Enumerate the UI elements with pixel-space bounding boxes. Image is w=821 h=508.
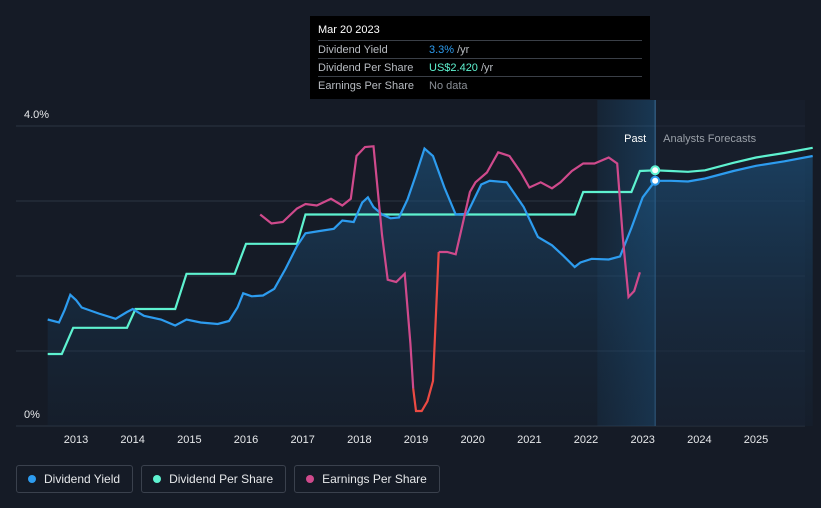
tooltip-unit: /yr: [457, 43, 470, 56]
legend: Dividend Yield Dividend Per Share Earnin…: [16, 465, 440, 493]
tooltip-value: No data: [429, 79, 468, 92]
tooltip-label: Dividend Yield: [318, 43, 388, 56]
legend-item-dividend-yield[interactable]: Dividend Yield: [16, 465, 134, 493]
legend-dot-icon: [153, 475, 162, 483]
tooltip-value: US$2.420: [429, 61, 478, 74]
x-tick-label: 2016: [234, 434, 258, 446]
tooltip-row-dividend-yield: Dividend Yield 3.3% /yr: [318, 40, 642, 58]
series-marker: [650, 175, 661, 186]
x-tick-label: 2014: [120, 434, 144, 446]
earnings-per-share-line: [438, 150, 641, 300]
earnings-per-share-line: [259, 145, 415, 389]
legend-label: Dividend Per Share: [169, 472, 274, 486]
past-label: Past: [624, 133, 646, 145]
forecast-label: Analysts Forecasts: [663, 133, 756, 145]
x-tick-label: 2018: [347, 434, 371, 446]
y-tick-label: 0%: [24, 409, 40, 421]
legend-label: Dividend Yield: [44, 472, 121, 486]
x-tick-label: 2025: [744, 434, 768, 446]
series-marker: [650, 165, 661, 176]
legend-label: Earnings Per Share: [322, 472, 427, 486]
earnings-per-share-low-segment: [412, 251, 440, 413]
x-tick-label: 2015: [177, 434, 201, 446]
tooltip-label: Earnings Per Share: [318, 79, 414, 92]
tooltip: Mar 20 2023 Dividend Yield 3.3% /yr Divi…: [310, 16, 650, 99]
legend-item-earnings-per-share[interactable]: Earnings Per Share: [294, 465, 440, 493]
tooltip-row-earnings-per-share: Earnings Per Share No data: [318, 76, 642, 94]
x-tick-label: 2013: [64, 434, 88, 446]
legend-dot-icon: [28, 475, 36, 483]
dividend-yield-area: [47, 148, 813, 426]
x-tick-label: 2017: [290, 434, 314, 446]
tooltip-label: Dividend Per Share: [318, 61, 414, 74]
x-tick-label: 2022: [574, 434, 598, 446]
legend-item-dividend-per-share[interactable]: Dividend Per Share: [141, 465, 287, 493]
x-tick-label: 2019: [404, 434, 428, 446]
x-tick-label: 2021: [517, 434, 541, 446]
legend-dot-icon: [306, 475, 315, 483]
x-tick-label: 2023: [630, 434, 654, 446]
x-tick-label: 2024: [687, 434, 711, 446]
dividend-per-share-line: [47, 146, 813, 356]
dividend-yield-line: [47, 146, 813, 327]
tooltip-row-dividend-per-share: Dividend Per Share US$2.420 /yr: [318, 58, 642, 76]
tooltip-unit: /yr: [480, 61, 494, 74]
tooltip-value: 3.3%: [429, 43, 455, 56]
x-tick-label: 2020: [460, 434, 484, 446]
y-tick-label: 4.0%: [24, 109, 49, 121]
tooltip-date: Mar 20 2023: [318, 24, 380, 36]
